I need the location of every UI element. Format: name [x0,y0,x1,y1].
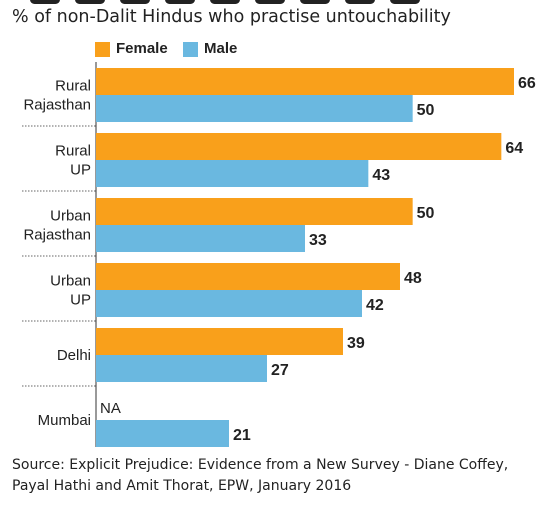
category-label: Urban [50,273,91,290]
data-label: 33 [309,232,327,249]
chart-title: % of non-Dalit Hindus who practise untou… [12,7,451,27]
bar-male [96,420,229,447]
legend-swatch-male [183,42,198,57]
category-label: Rural [55,143,91,160]
category-label: UP [70,292,91,309]
category-label: Urban [50,208,91,225]
legend-swatch-female [95,42,110,57]
category-label: UP [70,162,91,179]
bar-male [96,355,267,382]
category-label: Rajasthan [23,227,91,244]
data-label: 42 [366,297,384,314]
data-label: 66 [518,75,536,92]
bar-female [96,133,502,160]
bar-female [96,68,514,95]
bar-female [96,263,400,290]
top-decoration [0,0,550,4]
source-note: Source: Explicit Prejudice: Evidence fro… [12,457,509,494]
bar-female [96,198,413,225]
data-label: 43 [372,167,390,184]
data-label: 64 [505,140,523,157]
data-label: 48 [404,270,422,287]
bar-female [96,328,343,355]
category-label: Mumbai [38,412,91,429]
legend-label-female: Female [116,40,168,57]
data-label-na: NA [100,400,121,417]
bar-male [96,95,413,122]
legend-label-male: Male [204,40,238,57]
data-label: 50 [417,205,435,222]
bar-male [96,290,362,317]
category-label: Rajasthan [23,97,91,114]
data-label: 27 [271,362,289,379]
bar-male [96,160,369,187]
category-label: Delhi [57,347,91,364]
data-label: 21 [233,427,251,444]
category-label: Rural [55,78,91,95]
data-label: 50 [417,102,435,119]
bar-male [96,225,305,252]
data-label: 39 [347,335,365,352]
